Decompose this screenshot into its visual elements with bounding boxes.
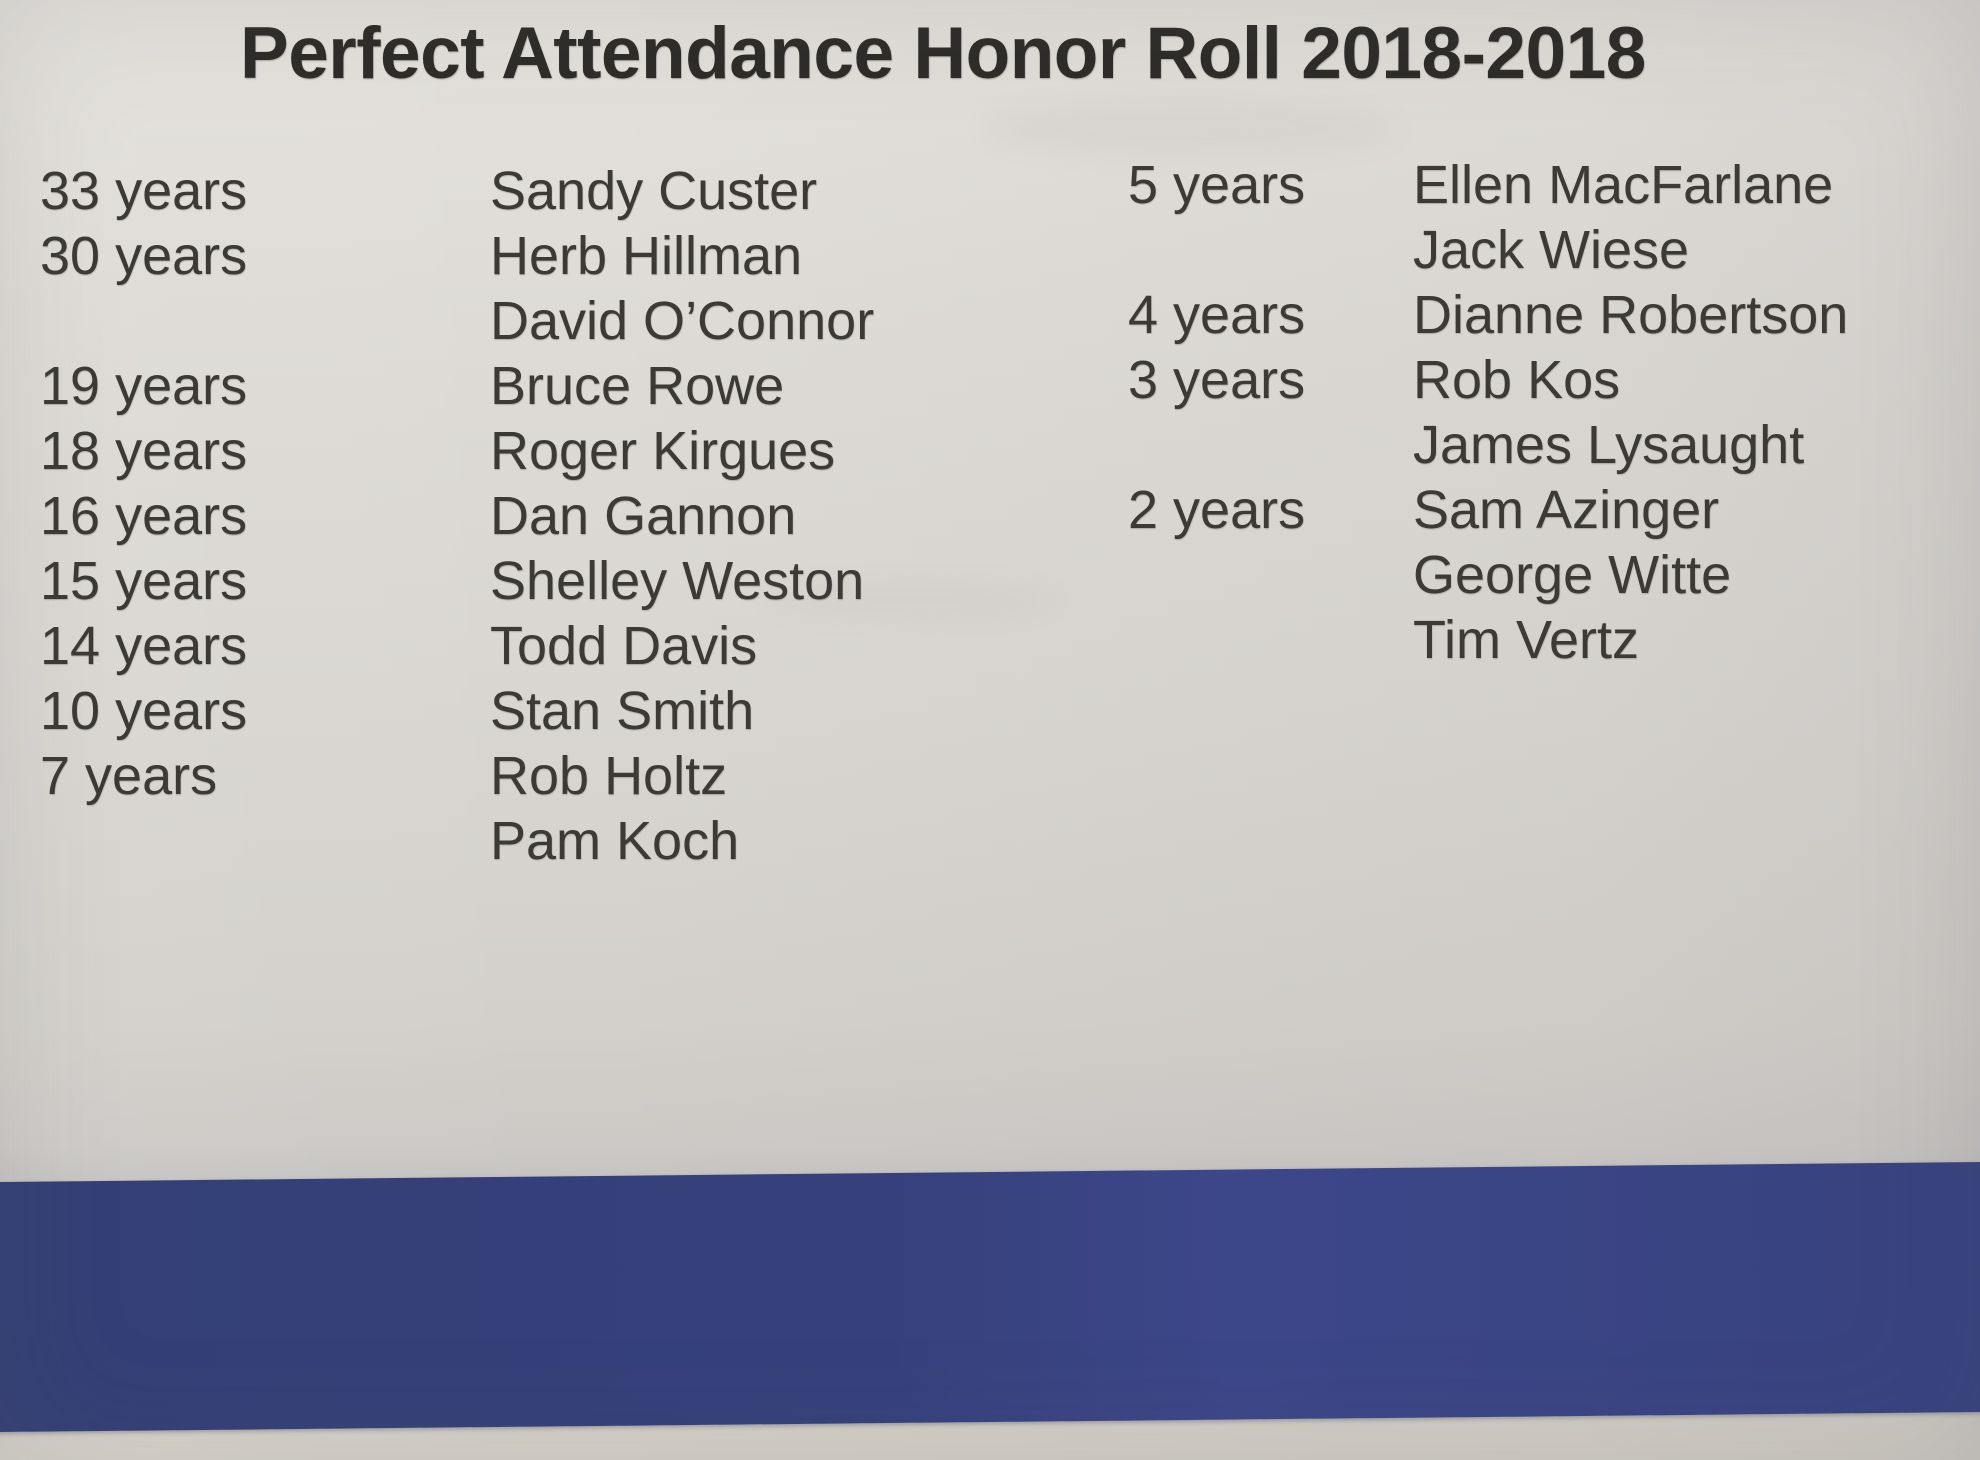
years-of-service-label: 15 years: [40, 551, 248, 611]
honoree-name: Sandy Custer: [490, 161, 818, 221]
attendance-row: Pam Koch: [40, 810, 874, 875]
attendance-row: 7 years Rob Holtz: [40, 745, 874, 810]
blue-banner: [0, 1161, 1980, 1433]
attendance-row: Tim Vertz: [1128, 609, 1848, 674]
attendance-row: 2 years Sam Azinger: [1128, 479, 1848, 544]
attendance-row: 30 years Herb Hillman: [40, 225, 874, 290]
years-of-service-label: 33 years: [40, 161, 248, 221]
years-of-service-label: 5 years: [1128, 155, 1306, 215]
honoree-name: Ellen MacFarlane: [1413, 155, 1834, 215]
attendance-row: 4 years Dianne Robertson: [1128, 284, 1848, 349]
honoree-name: Pam Koch: [490, 811, 740, 871]
attendance-row: 33 years Sandy Custer: [40, 160, 874, 225]
honoree-name: Herb Hillman: [490, 226, 803, 286]
years-of-service-label: 4 years: [1128, 285, 1306, 345]
years-of-service-label: 10 years: [40, 681, 248, 741]
honoree-name: Roger Kirgues: [490, 421, 836, 481]
honoree-name: Jack Wiese: [1413, 220, 1690, 280]
honoree-name: Tim Vertz: [1413, 610, 1640, 670]
years-of-service-label: 16 years: [40, 486, 248, 546]
attendance-row: James Lysaught: [1128, 414, 1848, 479]
honoree-name: Dan Gannon: [490, 486, 797, 546]
page-title: Perfect Attendance Honor Roll 2018-2018: [240, 13, 1646, 94]
honoree-name: Sam Azinger: [1413, 480, 1720, 540]
honoree-name: Stan Smith: [490, 681, 755, 741]
honoree-name: George Witte: [1413, 545, 1732, 605]
honoree-name: Bruce Rowe: [490, 356, 785, 416]
honoree-name: Dianne Robertson: [1413, 285, 1849, 345]
years-of-service-label: 18 years: [40, 421, 248, 481]
years-of-service-label: 2 years: [1128, 480, 1306, 540]
honoree-name: Rob Kos: [1413, 350, 1621, 410]
attendance-row: David O’Connor: [40, 290, 874, 355]
attendance-row: George Witte: [1128, 544, 1848, 609]
attendance-row: 15 years Shelley Weston: [40, 550, 874, 615]
years-of-service-label: 30 years: [40, 226, 248, 286]
years-of-service-label: 3 years: [1128, 350, 1306, 410]
attendance-list-left-column: 33 years Sandy Custer 30 years Herb Hill…: [40, 160, 874, 875]
honoree-name: Shelley Weston: [490, 551, 865, 611]
years-of-service-label: 7 years: [40, 746, 218, 806]
attendance-row: 10 years Stan Smith: [40, 680, 874, 745]
attendance-list-right-column: 5 years Ellen MacFarlane Jack Wiese 4 ye…: [1128, 154, 1848, 674]
attendance-row: 16 years Dan Gannon: [40, 485, 874, 550]
attendance-row: 18 years Roger Kirgues: [40, 420, 874, 485]
print-bleed-smudge: [980, 100, 1400, 156]
honoree-name: Todd Davis: [490, 616, 758, 676]
honoree-name: Rob Holtz: [490, 746, 728, 806]
attendance-row: 5 years Ellen MacFarlane: [1128, 154, 1848, 219]
attendance-row: 19 years Bruce Rowe: [40, 355, 874, 420]
honoree-name: David O’Connor: [490, 291, 875, 351]
years-of-service-label: 19 years: [40, 356, 248, 416]
attendance-row: 3 years Rob Kos: [1128, 349, 1848, 414]
attendance-row: Jack Wiese: [1128, 219, 1848, 284]
honoree-name: James Lysaught: [1413, 415, 1805, 475]
attendance-row: 14 years Todd Davis: [40, 615, 874, 680]
years-of-service-label: 14 years: [40, 616, 248, 676]
